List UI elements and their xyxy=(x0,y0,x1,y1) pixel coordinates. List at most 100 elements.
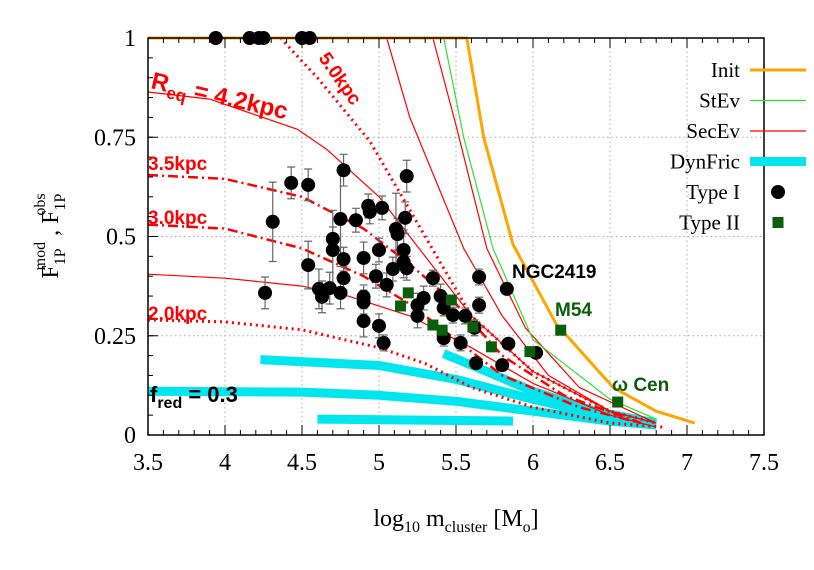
legend-label: DynFric xyxy=(670,150,740,174)
type1-point xyxy=(301,258,316,273)
type1-point xyxy=(301,177,316,192)
x-tick-label: 5 xyxy=(373,450,385,476)
axis-ticks: 3.5 4 4.5 5 5.5 6 6.5 7 7.5 0 0.25 0.5 0.75 1 xyxy=(94,26,779,476)
type1-point xyxy=(265,214,280,229)
curve-dynfric xyxy=(317,414,514,426)
type1-point xyxy=(333,212,348,227)
type1-point xyxy=(356,250,371,265)
type1-point xyxy=(396,242,411,257)
type1-point xyxy=(336,271,351,286)
type2-point xyxy=(524,346,536,358)
type1-point xyxy=(362,204,377,219)
type1-point xyxy=(458,308,473,323)
curve-dynfric xyxy=(147,386,657,430)
type1-point xyxy=(333,285,348,300)
x-tick-label: 7.5 xyxy=(749,450,779,476)
type1-point xyxy=(469,356,484,371)
type1-point xyxy=(348,213,363,228)
y-tick-label: 0.5 xyxy=(106,225,136,251)
type1-point xyxy=(399,261,414,276)
type1-point xyxy=(322,281,337,296)
curve-secev xyxy=(279,36,657,425)
type1-point xyxy=(372,242,386,257)
type2-point xyxy=(402,287,414,299)
type1-point xyxy=(453,335,468,350)
type2-point xyxy=(445,294,457,306)
curve-secev xyxy=(147,223,642,425)
label-m54: M54 xyxy=(555,300,592,321)
type1-point xyxy=(445,308,460,323)
y-tick-label: 0 xyxy=(124,423,136,449)
type1-point xyxy=(336,163,351,178)
type1-point xyxy=(325,242,340,257)
type1-point xyxy=(398,210,413,225)
type1-point xyxy=(501,336,516,351)
type1-point xyxy=(472,298,487,313)
label-req-4.2kpc: Req = 4.2kpc xyxy=(148,68,291,130)
type1-point xyxy=(472,269,487,284)
curve-init xyxy=(148,36,696,425)
type2-point xyxy=(427,319,439,331)
legend-marker xyxy=(772,217,784,228)
label-3.0kpc: 3.0kpc xyxy=(148,208,208,229)
type1-point xyxy=(368,269,383,284)
type2-point xyxy=(612,396,624,408)
label-ngc2419: NGC2419 xyxy=(512,262,597,283)
type2-point xyxy=(395,300,407,312)
legend: Init StEv SecEv DynFric Type I Type II xyxy=(670,58,806,235)
x-tick-label: 4.5 xyxy=(287,450,317,476)
x-tick-label: 6 xyxy=(527,450,539,476)
legend-label: Type I xyxy=(686,180,740,204)
legend-marker xyxy=(771,185,785,199)
type1-point xyxy=(385,262,400,277)
label-fred: fred = 0.3 xyxy=(150,382,238,412)
legend-label: StEv xyxy=(699,89,740,113)
type1-point xyxy=(390,227,405,242)
label-omega-cen: ω Cen xyxy=(612,375,669,396)
y-tick-label: 0.25 xyxy=(94,324,136,350)
type1-point xyxy=(336,252,351,267)
x-tick-label: 7 xyxy=(681,450,693,476)
type1-point xyxy=(495,358,510,373)
type1-point xyxy=(399,169,414,184)
label-3.5kpc: 3.5kpc xyxy=(148,154,208,175)
type1-point xyxy=(258,285,273,300)
type1-point xyxy=(356,295,371,310)
type1-point xyxy=(379,277,394,292)
type1-point xyxy=(416,291,431,306)
type1-point xyxy=(499,281,514,296)
label-5.0kpc: 5.0kpc xyxy=(314,49,365,110)
x-tick-label: 3.5 xyxy=(133,450,163,476)
legend-label: Type II xyxy=(679,211,740,235)
label-2.0kpc: 2.0kpc xyxy=(148,304,208,325)
type1-point xyxy=(433,289,448,304)
type2-point xyxy=(555,324,567,336)
x-tick-label: 6.5 xyxy=(595,450,625,476)
x-axis-label: log10 mcluster [Mo] xyxy=(373,506,538,536)
type1-point xyxy=(356,314,371,329)
type2-point xyxy=(485,341,497,353)
y-axis-label: F1Pmod , F1Pobs xyxy=(32,193,69,278)
legend-label: Init xyxy=(711,58,740,82)
type1-point xyxy=(376,335,391,350)
y-tick-label: 0.75 xyxy=(94,125,136,151)
curve-secev xyxy=(147,318,665,429)
curve-secev xyxy=(147,273,657,428)
type2-point xyxy=(467,321,479,333)
curve-secev xyxy=(386,37,657,424)
grid xyxy=(148,38,764,435)
type1-point xyxy=(325,231,340,246)
type1-point xyxy=(425,271,440,286)
type1-point xyxy=(375,200,390,215)
type1-point xyxy=(284,175,299,190)
points xyxy=(208,31,624,408)
type1-point xyxy=(410,308,425,323)
x-tick-label: 5.5 xyxy=(441,450,471,476)
legend-label: SecEv xyxy=(686,119,740,143)
type2-point xyxy=(436,324,448,336)
y-tick-label: 1 xyxy=(124,26,136,52)
type1-point xyxy=(372,318,386,333)
x-tick-label: 4 xyxy=(219,450,231,476)
